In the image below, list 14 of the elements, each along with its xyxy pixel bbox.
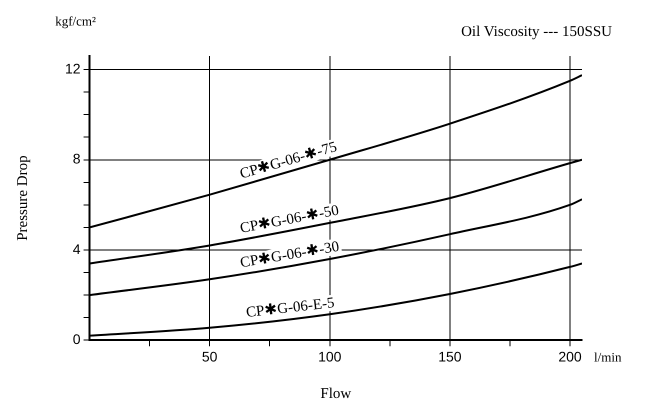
- y-tick-label: 8: [72, 150, 81, 167]
- y-tick-label: 0: [72, 331, 81, 348]
- x-tick-label: 100: [318, 348, 342, 364]
- text: l/min: [594, 350, 622, 365]
- text: kgf/cm²: [55, 13, 96, 28]
- y-axis-title: Pressure Drop: [14, 155, 31, 241]
- y-tick-label: 4: [72, 240, 81, 257]
- x-tick-label: 150: [438, 348, 462, 364]
- x-tick-label: 200: [558, 348, 582, 364]
- x-axis-title: Flow: [320, 386, 352, 402]
- x-tick-label: 50: [202, 348, 218, 364]
- chart-title: Oil Viscosity --- 150SSU: [461, 24, 612, 40]
- text: CP✱G-06-E-5: [245, 295, 336, 322]
- y-tick-label: 12: [64, 60, 81, 76]
